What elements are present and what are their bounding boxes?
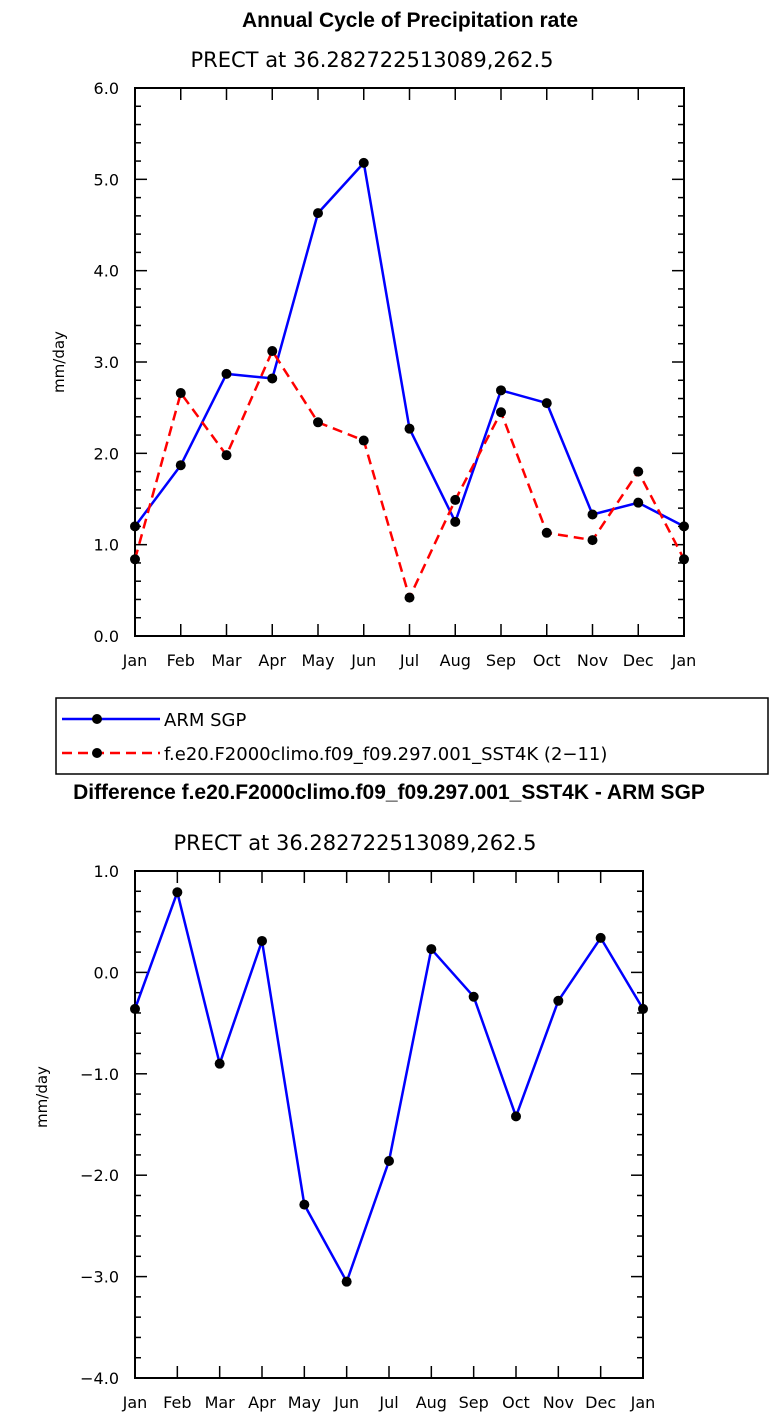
chart2-ytick-label: 1.0 (94, 862, 119, 881)
chart1-series-2-point (267, 346, 278, 357)
chart2-xtick-label: Aug (416, 1393, 447, 1412)
chart2-xtick-label: Dec (585, 1393, 616, 1412)
chart2-series-1-point (511, 1111, 521, 1122)
chart2-subtitle: PRECT at 36.282722513089,262.5 (174, 831, 537, 855)
chart1-ytick-label: 1.0 (94, 536, 119, 555)
chart2-ylabel: mm/day (33, 1066, 51, 1128)
chart2-series-1-point (595, 932, 606, 943)
chart1-series-2-point (587, 535, 598, 546)
chart1-subtitle: PRECT at 36.282722513089,262.5 (191, 48, 554, 72)
chart1-series-2-point (541, 527, 552, 538)
chart2-ytick-label: −3.0 (80, 1268, 119, 1287)
chart1-series-1-point (633, 497, 644, 508)
chart1-xtick-label: Jul (399, 651, 419, 670)
chart2-series-1-point (341, 1276, 352, 1287)
chart2-xtick-label: Nov (543, 1393, 574, 1412)
legend-label-model: f.e20.F2000climo.f09_f09.297.001_SST4K (… (164, 744, 607, 765)
chart1-xtick-label: Aug (440, 651, 471, 670)
chart2-xtick-label: Mar (205, 1393, 236, 1412)
chart1-ytick-label: 2.0 (94, 444, 119, 463)
chart1-series-1-point (450, 516, 461, 527)
chart1-series-1-point (587, 509, 598, 520)
chart1-ytick-label: 4.0 (94, 262, 119, 281)
chart2-series-1-point (468, 991, 479, 1002)
chart1-series-1-point (267, 373, 278, 384)
legend-box (55, 697, 769, 775)
chart2-xtick-label: Oct (502, 1393, 530, 1412)
chart1-xtick-label: Jun (350, 651, 376, 670)
chart1-ytick-label: 0.0 (94, 627, 119, 646)
chart2-series-1-point (214, 1058, 225, 1069)
chart1-series-2-point (130, 554, 140, 565)
legend-label-arm: ARM SGP (164, 710, 246, 731)
chart2-ytick-label: −4.0 (80, 1369, 119, 1388)
chart2-title: Difference f.e20.F2000climo.f09_f09.297.… (73, 781, 705, 804)
chart2-xtick-label: May (288, 1393, 321, 1412)
chart2-series-1-point (553, 995, 564, 1006)
chart1-series-2-point (633, 466, 644, 477)
chart1-series-line-1 (133, 161, 685, 528)
chart1-title: Annual Cycle of Precipitation rate (242, 9, 578, 32)
chart1-series-1-point (496, 385, 506, 396)
chart2-series-1-point (426, 944, 437, 955)
chart1-series-1-point (221, 368, 232, 379)
chart1-legend: ARM SGP f.e20.F2000climo.f09_f09.297.001… (55, 697, 769, 775)
chart1-xtick-label: Apr (258, 651, 286, 670)
chart2-xtick-label: Jan (630, 1393, 656, 1412)
chart1-series-1-point (313, 208, 323, 219)
legend-marker-model (92, 748, 102, 758)
chart1-series-1-point (175, 460, 186, 471)
chart1-xtick-label: Jan (122, 651, 148, 670)
chart1-series-2-point (358, 435, 369, 446)
chart2-xtick-label: Jul (378, 1393, 398, 1412)
chart1-ytick-label: 3.0 (94, 353, 119, 372)
chart1-xtick-label: Sep (486, 651, 516, 670)
chart2-plot-area: −4.0 −3.0 −2.0 −1.0 0.0 1.0 Jan Feb Mar Apr May Jun… (80, 862, 655, 1412)
chart1-plot-area: 0.0 1.0 2.0 3.0 4.0 5.0 6.0 Jan Feb Mar Apr May Jun J… (94, 79, 697, 670)
chart2-xtick-label: Feb (163, 1393, 191, 1412)
chart2-ytick-label: −1.0 (80, 1065, 119, 1084)
chart1-series-2-point (679, 554, 689, 565)
chart1-xtick-label: Oct (533, 651, 561, 670)
chart2-frame (134, 870, 644, 1379)
chart1-ytick-label: 6.0 (94, 79, 119, 98)
chart2-series-1-point (130, 1003, 140, 1014)
chart1-xtick-label: Mar (211, 651, 242, 670)
chart1-series-1-point (130, 521, 140, 532)
chart2-series-1-point (299, 1199, 310, 1210)
chart1-ytick-label: 5.0 (94, 170, 119, 189)
chart1-xtick-label: Jan (671, 651, 697, 670)
chart1-series-2-point (496, 407, 506, 418)
chart1-series-2-point (221, 450, 232, 461)
chart1-xtick-label: Feb (167, 651, 195, 670)
chart1-series-1-point (358, 157, 369, 168)
chart2-xtick-label: Jan (122, 1393, 148, 1412)
chart2-ytick-label: −2.0 (80, 1166, 119, 1185)
legend-marker-arm (92, 714, 102, 724)
chart2-ytick-label: 0.0 (94, 963, 119, 982)
chart1-series-1-point (541, 398, 552, 409)
chart2-series-1-point (638, 1003, 648, 1014)
chart1-xtick-label: Dec (623, 651, 654, 670)
chart1-series-2-point (313, 417, 323, 428)
chart2-xtick-label: Apr (248, 1393, 276, 1412)
chart1-series-2-point (175, 388, 186, 399)
chart1-series-line-2 (133, 349, 686, 599)
chart1-xtick-label: May (301, 651, 334, 670)
chart2-xtick-label: Sep (459, 1393, 489, 1412)
chart1-ylabel: mm/day (50, 331, 68, 393)
chart2-series-1-point (384, 1156, 394, 1167)
chart1-series-1-point (679, 521, 689, 532)
chart1-frame (134, 87, 685, 637)
chart1-xtick-label: Nov (577, 651, 608, 670)
chart1-series-1-point (404, 423, 415, 434)
chart2-xtick-label: Jun (333, 1393, 359, 1412)
chart2-series-1-point (172, 887, 183, 898)
chart1-series-2-point (450, 494, 461, 505)
chart2-series-line-1 (133, 891, 645, 1283)
chart2-series-1-point (257, 935, 267, 946)
chart1-series-2-point (404, 592, 415, 603)
